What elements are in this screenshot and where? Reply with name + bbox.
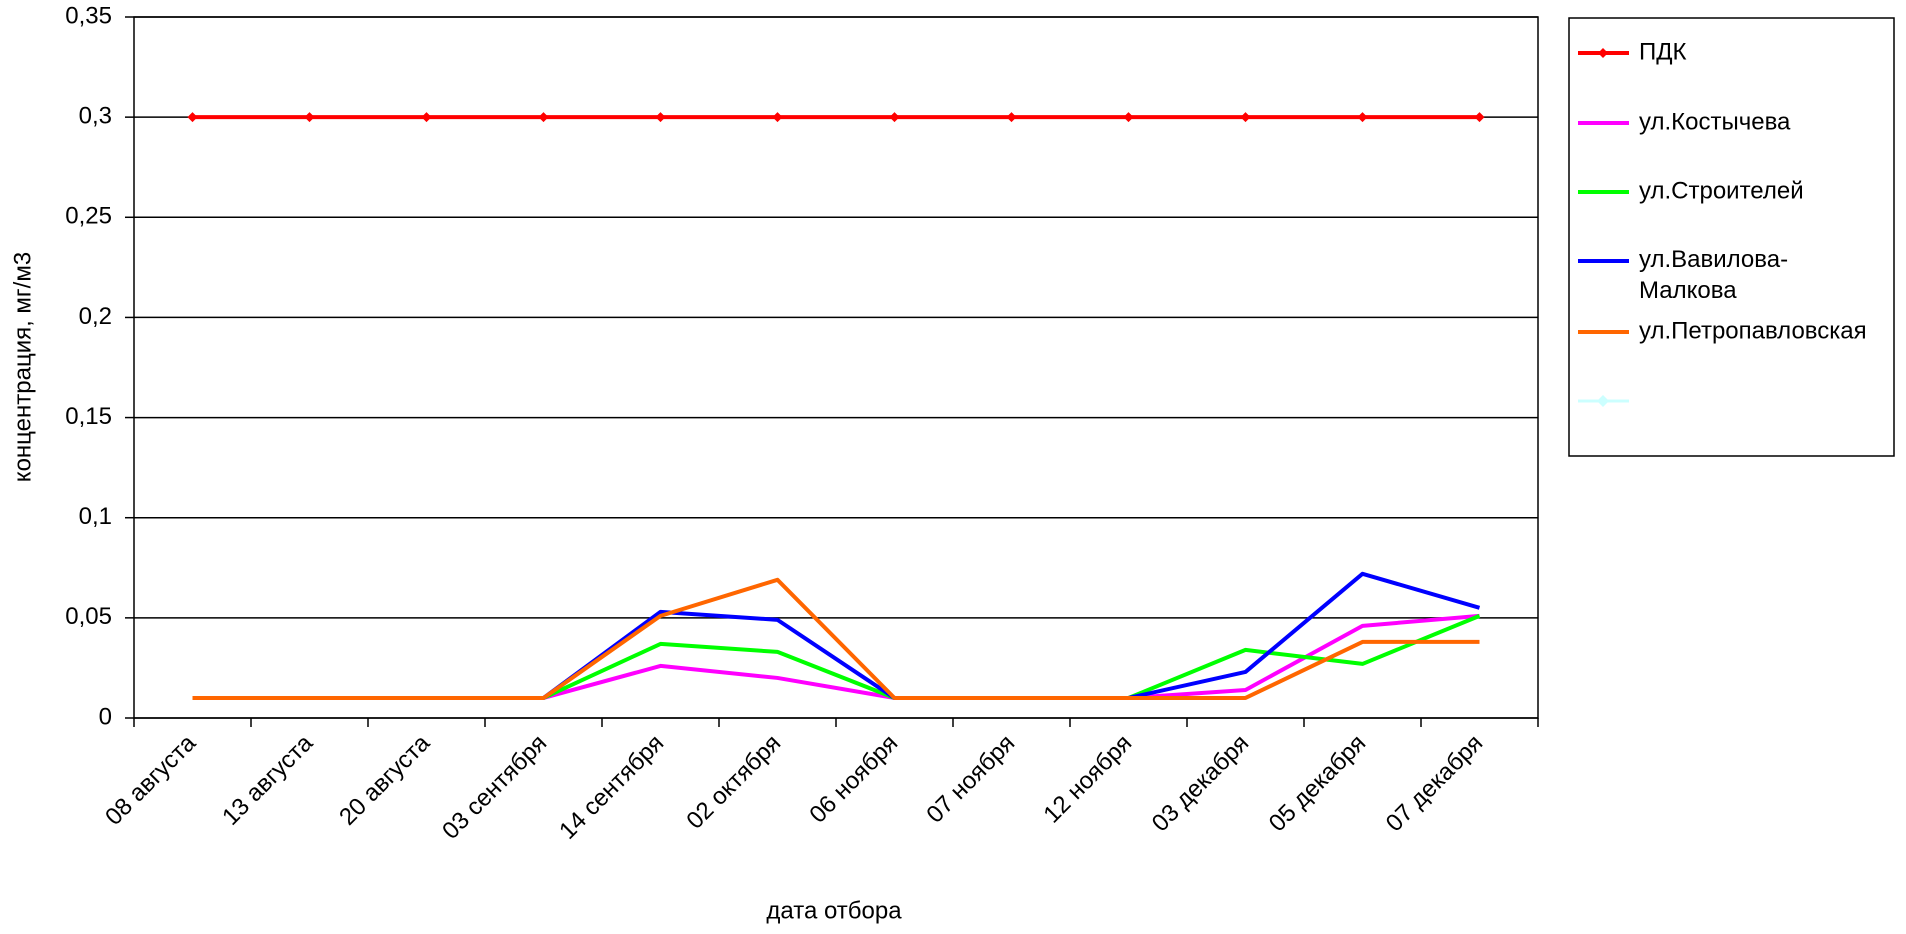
- legend-label: ул.Костычева: [1639, 108, 1791, 135]
- legend-marker: [1597, 395, 1609, 407]
- legend-box: [1568, 17, 1895, 457]
- x-tick-label: 14 сентября: [554, 730, 669, 845]
- x-tick-label: 12 ноября: [1038, 730, 1137, 829]
- y-axis-label: концентрация, мг/м3: [9, 252, 36, 482]
- legend-label-line: Малкова: [1639, 277, 1737, 304]
- y-tick-label: 0,25: [65, 203, 112, 230]
- x-tick-label: 02 октября: [681, 730, 786, 835]
- point-marker: [655, 112, 666, 123]
- x-axis-label: дата отбора: [766, 897, 902, 924]
- legend-label: ПДК: [1639, 38, 1687, 65]
- point-marker: [538, 112, 549, 123]
- legend-marker: [1598, 48, 1608, 58]
- legend-label: ул.Петропавловская: [1639, 317, 1867, 344]
- point-marker: [421, 112, 432, 123]
- plot-area: [133, 16, 1539, 719]
- point-marker: [772, 112, 783, 123]
- x-tick-label: 05 декабря: [1264, 730, 1371, 837]
- y-tick-label: 0,3: [79, 102, 112, 129]
- x-tick-label: 03 декабря: [1147, 730, 1254, 837]
- point-marker: [304, 112, 315, 123]
- x-tick-label: 20 августа: [334, 729, 436, 831]
- point-marker: [1006, 112, 1017, 123]
- legend-label: ул.Строителей: [1639, 177, 1804, 204]
- series-line: [192, 577, 1480, 700]
- point-marker: [1123, 112, 1134, 123]
- x-tick-label: 07 декабря: [1381, 730, 1488, 837]
- y-tick-label: 0,2: [79, 303, 112, 330]
- point-marker: [1474, 112, 1485, 123]
- y-tick-label: 0,05: [65, 603, 112, 630]
- point-marker: [187, 112, 198, 123]
- x-tick-label: 13 августа: [217, 729, 319, 831]
- x-tick-label: 07 ноября: [921, 730, 1020, 829]
- point-marker: [1240, 112, 1251, 123]
- y-tick-label: 0: [99, 703, 112, 730]
- point-marker: [1357, 112, 1368, 123]
- legend-label-line: ул.Вавилова-: [1639, 246, 1788, 273]
- legend-label: ул.Вавилова- Малкова: [1639, 246, 1788, 304]
- point-marker: [889, 112, 900, 123]
- x-tick-label: 06 ноября: [804, 730, 903, 829]
- x-tick-label: 03 сентября: [437, 730, 552, 845]
- y-tick-label: 0,15: [65, 403, 112, 430]
- y-tick-label: 0,35: [65, 2, 112, 29]
- x-tick-label: 08 августа: [100, 729, 202, 831]
- y-tick-label: 0,1: [79, 503, 112, 530]
